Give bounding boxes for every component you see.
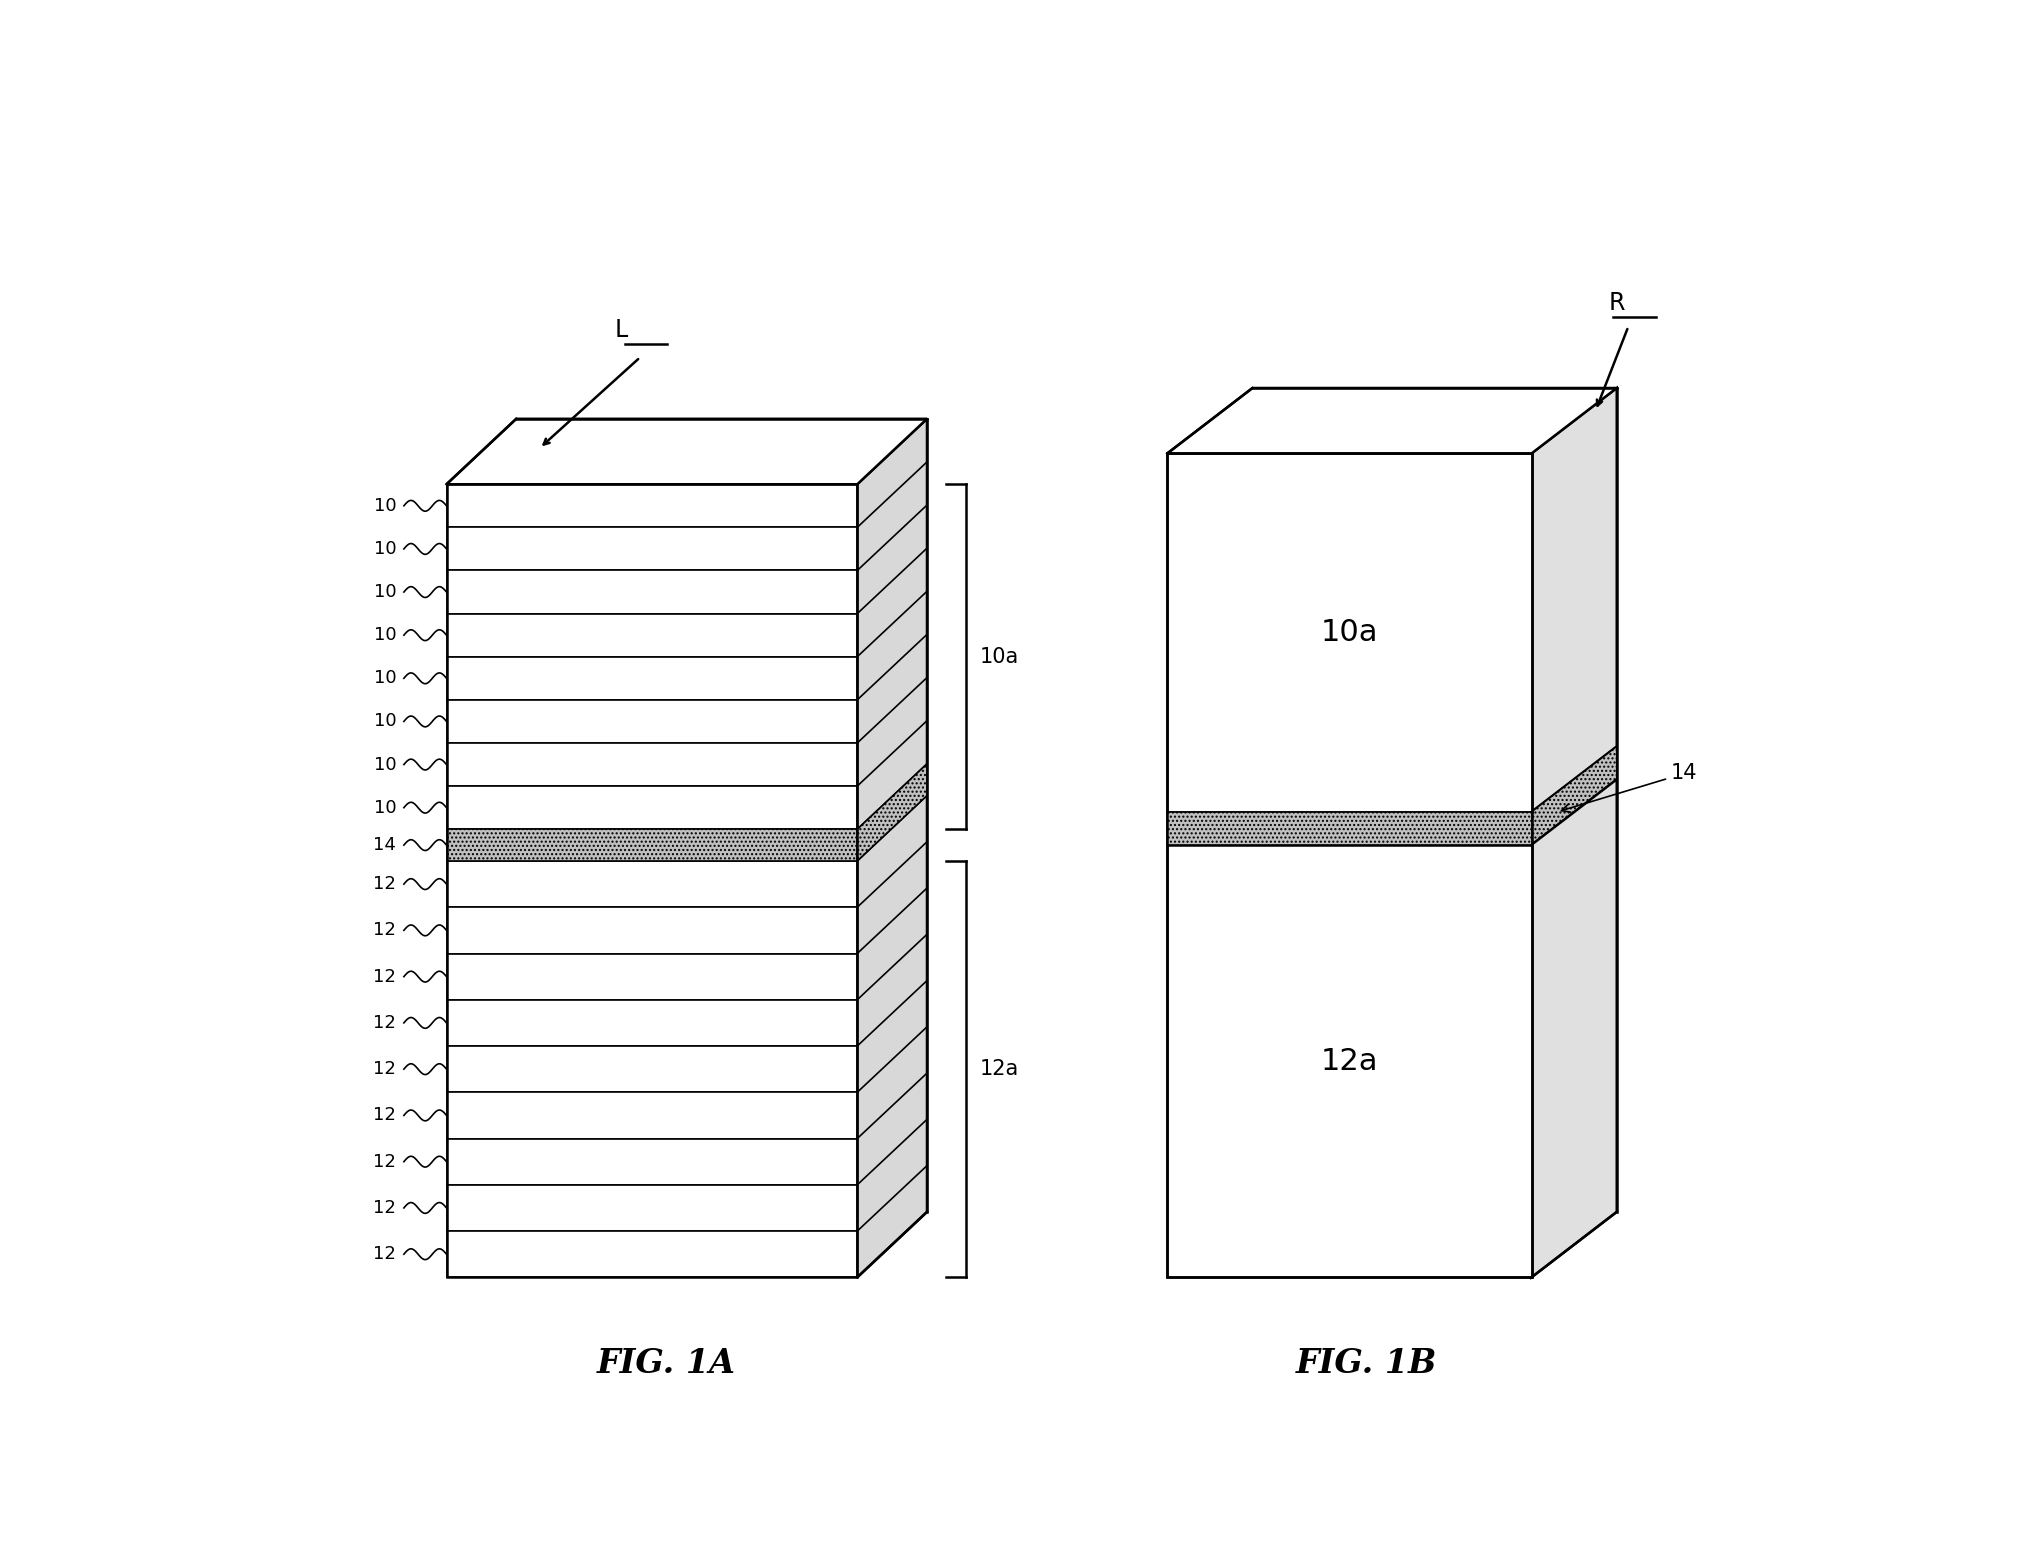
Text: 14: 14 (1561, 764, 1698, 812)
Text: 12: 12 (374, 1246, 396, 1263)
Bar (1167, 454, 1531, 1277)
Bar (447, 829, 857, 861)
Bar (447, 953, 857, 1000)
Text: 10: 10 (374, 712, 396, 731)
Text: 10: 10 (374, 670, 396, 687)
Text: 10: 10 (374, 626, 396, 645)
Bar (447, 1092, 857, 1139)
Polygon shape (447, 419, 926, 484)
Text: FIG. 1A: FIG. 1A (596, 1346, 736, 1380)
Text: 12: 12 (374, 1014, 396, 1031)
Polygon shape (857, 419, 926, 1277)
Text: 10a: 10a (981, 646, 1019, 667)
Bar (1167, 454, 1531, 812)
Bar (447, 786, 857, 829)
Text: 12: 12 (374, 967, 396, 986)
Polygon shape (857, 764, 926, 861)
Text: 10: 10 (374, 540, 396, 559)
Text: 10: 10 (374, 756, 396, 773)
Bar (447, 484, 857, 1277)
Polygon shape (1531, 747, 1618, 845)
Bar (447, 613, 857, 657)
Bar (447, 743, 857, 786)
Text: 12: 12 (374, 875, 396, 894)
Text: 12: 12 (374, 1106, 396, 1124)
Text: 12: 12 (374, 922, 396, 939)
Bar (447, 908, 857, 953)
Bar (1167, 845, 1531, 1277)
Text: 12: 12 (374, 1060, 396, 1078)
Text: 12: 12 (374, 1153, 396, 1171)
Text: FIG. 1B: FIG. 1B (1296, 1346, 1438, 1380)
Polygon shape (1531, 388, 1618, 812)
Bar (447, 1139, 857, 1185)
Bar (447, 1232, 857, 1277)
Text: 10: 10 (374, 584, 396, 601)
Text: 10a: 10a (1320, 618, 1379, 648)
Bar (447, 1045, 857, 1092)
Text: 10: 10 (374, 798, 396, 817)
Text: 12a: 12a (1320, 1047, 1379, 1075)
Text: L: L (615, 318, 627, 341)
Text: R: R (1607, 291, 1626, 315)
Bar (447, 700, 857, 743)
Polygon shape (1167, 388, 1618, 454)
Text: 12a: 12a (981, 1060, 1019, 1080)
Bar (447, 1185, 857, 1232)
Polygon shape (1531, 779, 1618, 1277)
Bar (447, 484, 857, 527)
Bar (447, 861, 857, 908)
Text: 10: 10 (374, 496, 396, 515)
Bar (1167, 812, 1531, 845)
Text: 14: 14 (374, 836, 396, 854)
Bar (447, 527, 857, 571)
Text: 12: 12 (374, 1199, 396, 1218)
Bar (447, 657, 857, 700)
Bar (447, 1000, 857, 1045)
Bar (447, 571, 857, 613)
